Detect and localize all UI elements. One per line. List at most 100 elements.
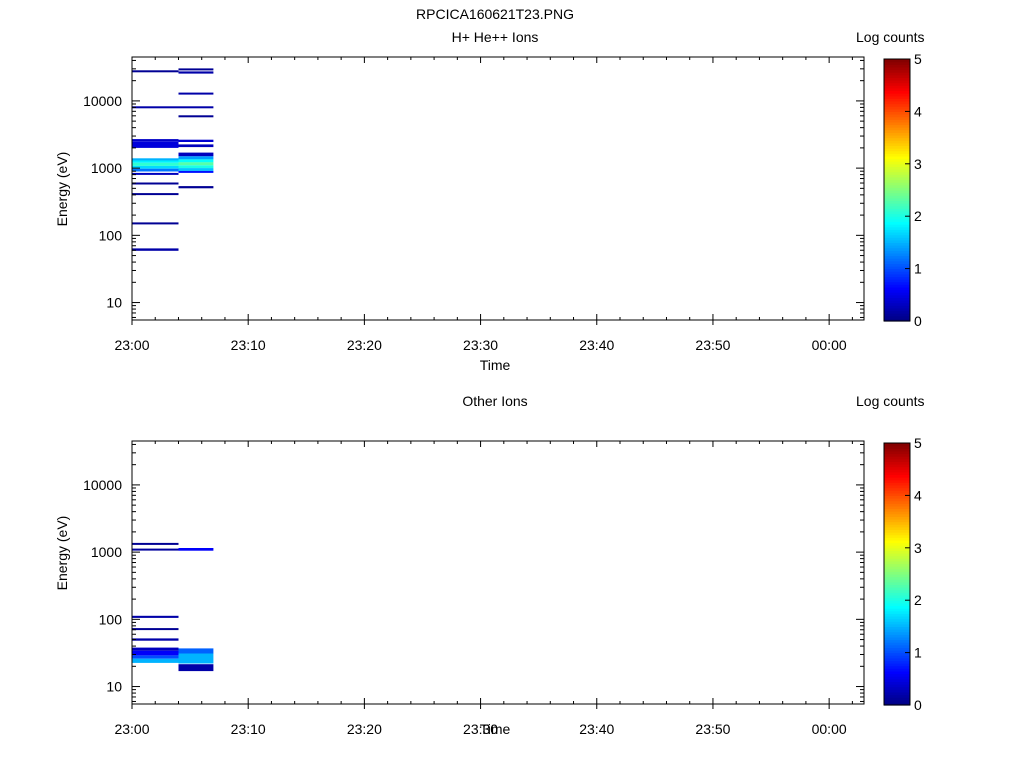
colorbar-segment [884, 82, 910, 86]
colorbar-segment [884, 534, 910, 538]
spectrogram-cell [132, 658, 179, 663]
colorbar-frame [883, 58, 911, 322]
colorbar-segment [884, 95, 910, 99]
y-tick-label: 10 [106, 295, 122, 311]
colorbar-segment [884, 226, 910, 230]
colorbar-segment [884, 305, 910, 309]
colorbar-segment [884, 581, 910, 586]
colorbar-tick-label: 5 [914, 51, 922, 67]
colorbar-segment [884, 482, 910, 486]
colorbar-segment [884, 268, 910, 272]
spectrogram-cell [132, 158, 179, 161]
colorbar-segment [884, 558, 910, 562]
colorbar-segment [884, 210, 910, 215]
colorbar-segment [884, 594, 910, 599]
colorbar-segment [884, 150, 910, 154]
colorbar-segment [884, 545, 910, 549]
x-tick-label: 23:10 [231, 721, 266, 737]
colorbar-segment [884, 563, 910, 567]
y-tick-label: 1000 [91, 160, 122, 176]
colorbar-segment [884, 69, 910, 73]
colorbar-segment [884, 697, 910, 701]
colorbar-segment [884, 310, 910, 314]
colorbar-segment [884, 221, 910, 225]
colorbar-segment [884, 148, 910, 152]
plot-frame [131, 440, 865, 705]
colorbar-segment [884, 121, 910, 126]
colorbar-segment [884, 216, 910, 220]
colorbar-segment [884, 155, 910, 160]
colorbar-segment [884, 279, 910, 283]
colorbar-segment [884, 127, 910, 131]
colorbar-segment [884, 192, 910, 196]
colorbar-segment [884, 140, 910, 144]
colorbar-segment [884, 145, 910, 149]
colorbar-segment [884, 469, 910, 473]
colorbar-segment [884, 503, 910, 507]
colorbar-segment [884, 307, 910, 312]
colorbar-segment [884, 618, 910, 622]
colorbar-segment [884, 576, 910, 580]
colorbar-segment [884, 568, 910, 572]
spectrogram-cell [178, 71, 214, 74]
colorbar-segment [884, 187, 910, 191]
colorbar-segment [884, 587, 910, 591]
spectrogram-cell [132, 638, 179, 641]
x-tick-label: 23:50 [695, 721, 730, 737]
colorbar-segment [884, 294, 910, 299]
colorbar-segment [884, 300, 910, 304]
spectrogram-cell [178, 664, 214, 672]
colorbar-segment [884, 100, 910, 105]
colorbar-segment [884, 649, 910, 654]
colorbar-segment [884, 539, 910, 544]
colorbar-segment [884, 224, 910, 228]
colorbar-segment [884, 621, 910, 625]
colorbar-segment [884, 511, 910, 515]
colorbar-segment [884, 673, 910, 677]
colorbar-segment [884, 602, 910, 607]
colorbar-segment [884, 98, 910, 102]
colorbar-segment [884, 479, 910, 483]
colorbar-segment [884, 529, 910, 533]
panel-1: 23:00 23:10 23:20 23:30 23:40 23:50 00:00 10 100… [83, 51, 922, 353]
y-tick-label: 10 [106, 679, 122, 695]
spectrogram-cell [178, 186, 214, 189]
spectrogram-cell [132, 193, 179, 196]
colorbar-segment [884, 537, 910, 541]
colorbar-segment [884, 250, 910, 254]
colorbar-segment [884, 61, 910, 65]
colorbar-segment [884, 245, 910, 249]
colorbar-segment [884, 498, 910, 502]
colorbar-segment [884, 116, 910, 120]
colorbar-segment [884, 516, 910, 520]
colorbar-segment [884, 466, 910, 470]
colorbar-segment [884, 608, 910, 612]
spectrogram-cell [132, 650, 179, 656]
spectrogram-cell [178, 139, 214, 142]
x-tick-label: 23:00 [114, 337, 149, 353]
x-tick-label: 23:20 [347, 721, 382, 737]
colorbar-segment [884, 103, 910, 107]
colorbar-segment [884, 297, 910, 301]
spectrogram-cell [178, 68, 214, 71]
colorbar-segment [884, 450, 910, 455]
colorbar-segment [884, 592, 910, 596]
colorbar-segment [884, 453, 910, 457]
colorbar-tick-label: 5 [914, 435, 922, 451]
colorbar-segment [884, 79, 910, 84]
colorbar-segment [884, 521, 910, 525]
colorbar [884, 59, 910, 322]
spectrogram-cell [132, 542, 179, 545]
colorbar-segment [884, 508, 910, 512]
colorbar-segment [884, 265, 910, 270]
y-tick-label: 1000 [91, 544, 122, 560]
colorbar-segment [884, 542, 910, 546]
colorbar-segment [884, 129, 910, 133]
colorbar-segment [884, 584, 910, 588]
colorbar-segment [884, 681, 910, 685]
colorbar-segment [884, 678, 910, 683]
colorbar-segment [884, 153, 910, 157]
colorbar-tick-label: 2 [914, 592, 922, 608]
spectrogram-cell [178, 170, 214, 173]
colorbar-segment [884, 589, 910, 593]
